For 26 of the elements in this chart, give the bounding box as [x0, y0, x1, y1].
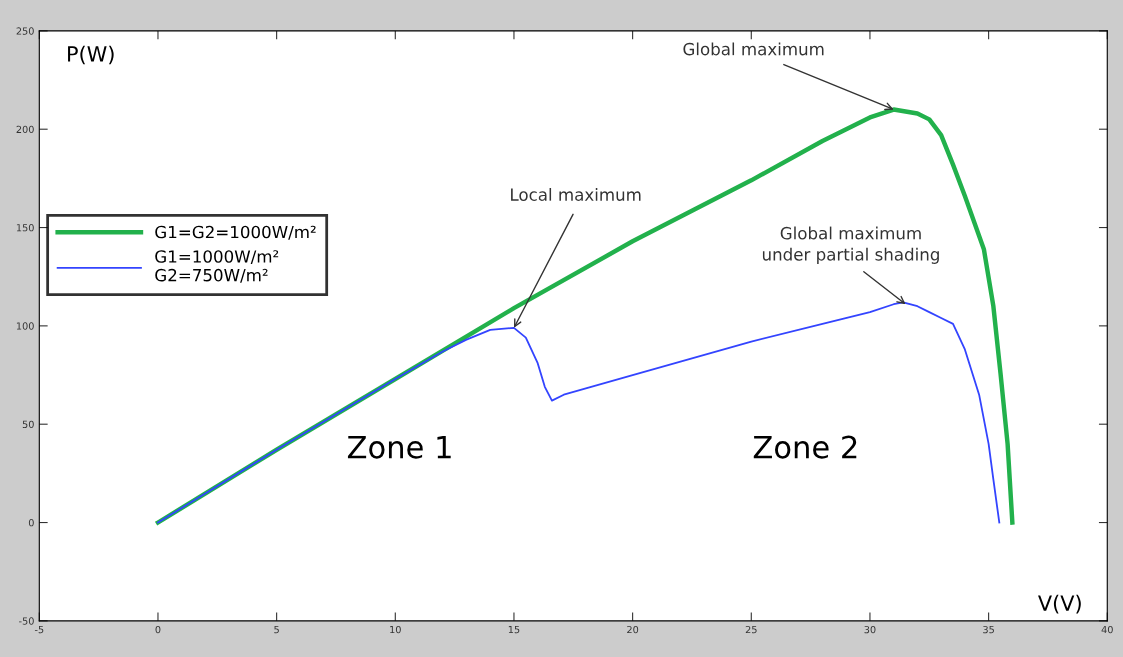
x-tick-label: 5 — [274, 626, 279, 634]
annotation: Zone 1 — [347, 435, 451, 459]
x-tick-label: 0 — [155, 625, 161, 634]
x-tick-label: 25 — [745, 625, 757, 634]
y-tick-label: -50 — [19, 617, 34, 625]
annotation: Zone 2 — [753, 435, 857, 459]
x-tick-label: 15 — [508, 626, 520, 634]
y-axis-title: P(W) — [68, 45, 114, 65]
legend-label: G1=1000W/m² G2=750W/m² — [155, 250, 279, 283]
legend-label: G1=G2=1000W/m² — [155, 225, 316, 240]
x-tick-label: 30 — [864, 625, 876, 634]
y-tick-label: 50 — [22, 420, 34, 429]
y-tick-label: 0 — [28, 519, 34, 527]
x-axis-title: V(V) — [1038, 594, 1081, 614]
y-tick-label: 250 — [16, 27, 34, 35]
x-tick-label: -5 — [34, 626, 44, 634]
y-tick-label: 200 — [16, 125, 34, 134]
x-tick-label: 35 — [983, 625, 994, 634]
y-tick-label: 100 — [16, 322, 34, 330]
x-tick-label: 20 — [627, 625, 639, 634]
annotation: Global maximum under partial shading — [762, 226, 939, 264]
annotation: Local maximum — [511, 188, 641, 201]
x-tick-label: 40 — [1101, 625, 1113, 634]
annotation: Global maximum — [683, 42, 824, 56]
x-tick-label: 10 — [390, 625, 401, 634]
y-tick-label: 150 — [16, 224, 34, 232]
